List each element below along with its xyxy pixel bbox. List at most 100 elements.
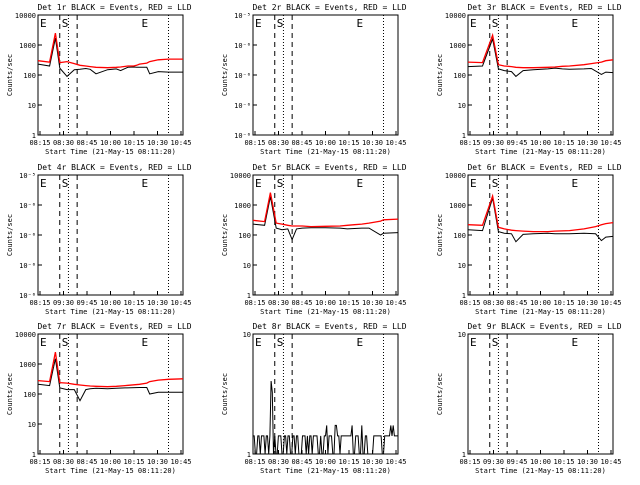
x-tick-label: 08:30 <box>53 139 74 147</box>
y-axis-label: Counts/sec <box>6 54 14 96</box>
marker-label: S <box>62 336 69 349</box>
marker-label: E <box>40 177 47 190</box>
marker-label: S <box>277 336 284 349</box>
y-tick-label: 1000 <box>449 42 466 50</box>
x-axis-label: Start Time (21-May-15 08:11:20) <box>475 308 606 316</box>
marker-label: E <box>255 336 262 349</box>
y-tick-label: 10 <box>28 102 36 110</box>
marker-label: E <box>40 17 47 30</box>
x-tick-label: 10:00 <box>530 299 551 307</box>
x-axis-label: Start Time (21-May-15 08:11:20) <box>260 308 391 316</box>
chart-title: Det 9r BLACK = Events, RED = LLD <box>467 322 621 331</box>
lld-series-line <box>467 193 614 233</box>
x-tick-label: 10:30 <box>362 139 383 147</box>
y-tick-label: 10⁻⁶ <box>234 72 251 80</box>
x-tick-label: 08:30 <box>53 458 74 466</box>
chart-panel: Det 6r BLACK = Events, RED = LLD E S E 1 10 10… <box>436 163 622 316</box>
x-tick-label: 10:15 <box>123 139 144 147</box>
y-tick-label: 100 <box>23 72 36 80</box>
y-tick-label: 10 <box>243 331 251 339</box>
chart-title: Det 7r BLACK = Events, RED = LLD <box>37 322 191 331</box>
x-tick-label: 10:00 <box>100 458 121 466</box>
marker-label: S <box>492 177 499 190</box>
y-axis-label: Counts/sec <box>221 373 229 415</box>
chart-panel: Det 7r BLACK = Events, RED = LLD E S E 1 10 10… <box>6 322 192 475</box>
lld-series-line <box>252 192 399 228</box>
x-tick-label: 10:00 <box>530 139 551 147</box>
y-tick-label: 100 <box>453 72 466 80</box>
x-tick-label: 10:00 <box>530 458 551 466</box>
x-tick-label: 08:30 <box>483 299 504 307</box>
x-tick-label: 08:45 <box>291 299 312 307</box>
x-tick-label: 10:30 <box>362 458 383 466</box>
marker-label: S <box>492 17 499 30</box>
x-tick-label: 10:45 <box>170 299 191 307</box>
x-tick-label: 09:45 <box>506 458 527 466</box>
x-tick-label: 10:45 <box>170 458 191 466</box>
x-tick-label: 08:30 <box>268 458 289 466</box>
x-tick-label: 08:45 <box>76 458 97 466</box>
y-tick-label: 10000 <box>445 172 466 180</box>
x-axis-label: Start Time (21-May-15 08:11:20) <box>45 467 176 475</box>
marker-label: E <box>255 17 262 30</box>
x-tick-label: 10:15 <box>123 299 144 307</box>
marker-label: E <box>40 336 47 349</box>
x-tick-label: 08:15 <box>459 458 480 466</box>
x-tick-label: 09:30 <box>483 458 504 466</box>
events-series-line <box>37 358 183 402</box>
y-tick-label: 10 <box>458 331 466 339</box>
marker-label: E <box>142 177 149 190</box>
x-tick-label: 10:15 <box>553 139 574 147</box>
chart-panel: Det 2r BLACK = Events, RED = LLD E S E 10⁻⁶ 1… <box>221 3 407 156</box>
y-tick-label: 1 <box>247 292 251 300</box>
x-tick-label: 08:15 <box>29 139 50 147</box>
marker-label: E <box>357 17 364 30</box>
y-tick-label: 1 <box>32 132 36 140</box>
y-tick-label: 10⁻⁶ <box>234 42 251 50</box>
y-tick-label: 10⁻⁵ <box>19 172 36 180</box>
chart-panel: Det 1r BLACK = Events, RED = LLD E S E 1 10 10… <box>6 3 192 156</box>
y-tick-label: 10 <box>458 262 466 270</box>
y-tick-label: 10 <box>243 262 251 270</box>
marker-label: E <box>572 17 579 30</box>
chart-title: Det 3r BLACK = Events, RED = LLD <box>467 3 621 12</box>
x-tick-label: 10:30 <box>362 299 383 307</box>
x-tick-label: 10:15 <box>338 458 359 466</box>
y-tick-label: 10000 <box>230 172 251 180</box>
x-tick-label: 10:15 <box>553 299 574 307</box>
y-tick-label: 1 <box>32 451 36 459</box>
y-tick-label: 1000 <box>19 42 36 50</box>
y-tick-label: 10000 <box>15 331 36 339</box>
y-tick-label: 1 <box>247 451 251 459</box>
x-tick-label: 10:30 <box>577 458 598 466</box>
x-tick-label: 08:15 <box>244 458 265 466</box>
chart-panel: Det 5r BLACK = Events, RED = LLD E S E 1 10 10… <box>221 163 407 316</box>
x-tick-label: 08:45 <box>76 139 97 147</box>
events-series-line <box>467 37 614 78</box>
lld-series-line <box>467 32 614 69</box>
y-tick-label: 10⁻⁶ <box>19 292 36 300</box>
x-tick-label: 10:00 <box>315 299 336 307</box>
y-axis-label: Counts/sec <box>6 214 14 256</box>
marker-label: S <box>277 17 284 30</box>
y-tick-label: 10⁻⁶ <box>234 102 251 110</box>
x-tick-label: 10:00 <box>315 139 336 147</box>
x-axis-label: Start Time (21-May-15 08:11:20) <box>260 148 391 156</box>
x-tick-label: 08:15 <box>459 139 480 147</box>
x-tick-label: 10:45 <box>600 458 621 466</box>
y-axis-label: Counts/sec <box>221 214 229 256</box>
y-tick-label: 1000 <box>19 361 36 369</box>
y-axis-label: Counts/sec <box>436 214 444 256</box>
events-series-line <box>253 380 398 455</box>
x-tick-label: 10:45 <box>170 139 191 147</box>
marker-label: E <box>470 177 477 190</box>
lld-series-line <box>37 32 183 69</box>
x-tick-label: 10:30 <box>577 299 598 307</box>
chart-title: Det 2r BLACK = Events, RED = LLD <box>252 3 406 12</box>
marker-label: E <box>255 177 262 190</box>
y-tick-label: 1 <box>462 132 466 140</box>
y-axis-label: Counts/sec <box>221 54 229 96</box>
y-tick-label: 10⁻⁶ <box>19 232 36 240</box>
x-axis-label: Start Time (21-May-15 08:11:20) <box>260 467 391 475</box>
